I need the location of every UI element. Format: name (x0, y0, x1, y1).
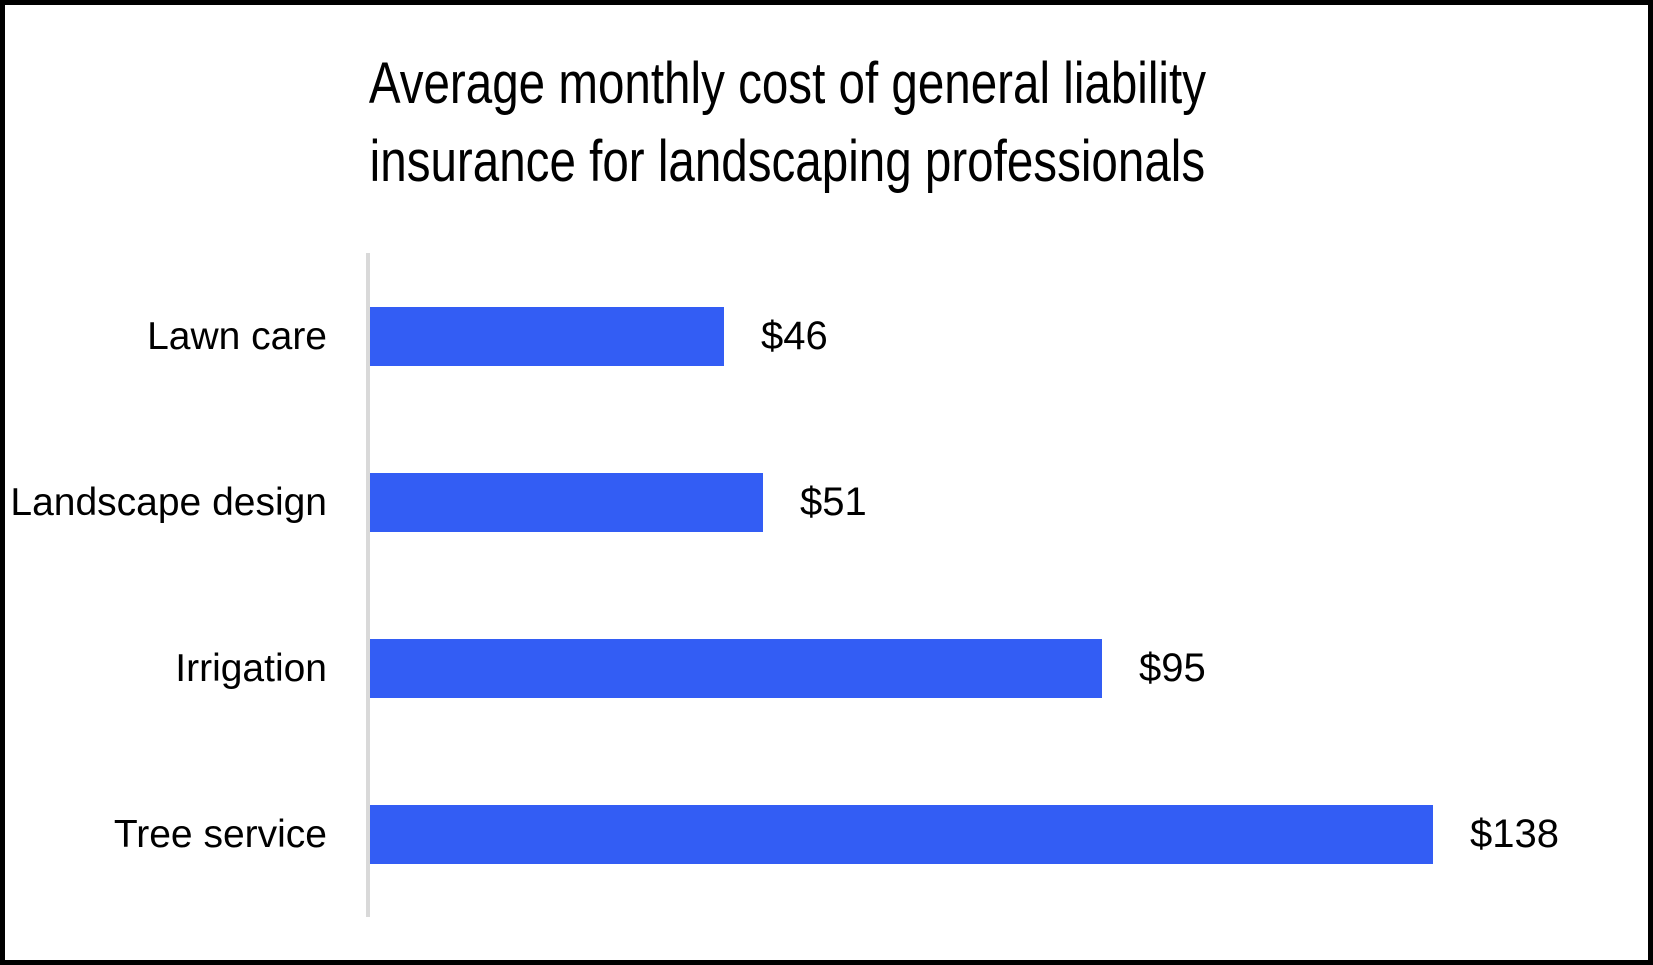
category-label: Lawn care (147, 314, 327, 358)
value-label: $51 (800, 480, 867, 524)
chart-title: Average monthly cost of general liabilit… (146, 45, 1429, 201)
bar-row: Tree service $138 (5, 751, 1648, 917)
value-label: $95 (1139, 646, 1206, 690)
plot-area: Lawn care $46 Landscape design $51 Irrigatio… (5, 253, 1648, 917)
bar (370, 472, 763, 532)
bar (370, 804, 1433, 864)
bar (370, 638, 1102, 698)
chart-title-line-1: Average monthly cost of general liabilit… (368, 51, 1206, 116)
value-label: $138 (1470, 812, 1559, 856)
y-axis-line (366, 253, 370, 917)
bar-row: Irrigation $95 (5, 585, 1648, 751)
value-label: $46 (761, 314, 828, 358)
category-label: Irrigation (175, 646, 327, 690)
category-label: Tree service (113, 812, 327, 856)
bar-row: Lawn care $46 (5, 253, 1648, 419)
bar (370, 306, 724, 366)
bar-row: Landscape design $51 (5, 419, 1648, 585)
chart-title-line-2: insurance for landscaping professionals (369, 129, 1206, 194)
category-label: Landscape design (10, 480, 327, 524)
